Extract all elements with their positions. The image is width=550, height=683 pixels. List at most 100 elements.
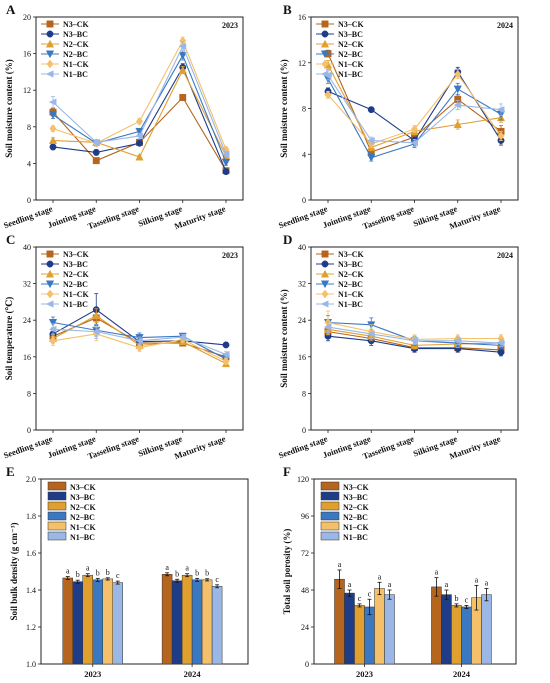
significance-letter: b xyxy=(106,568,110,577)
legend-label: N2–CK xyxy=(338,40,365,49)
year-label: 2023 xyxy=(222,21,238,30)
legend-marker xyxy=(45,280,55,289)
y-tick-label: 32 xyxy=(298,280,306,289)
significance-letter: a xyxy=(165,563,169,572)
legend-label: N1–CK xyxy=(70,523,97,532)
legend-marker xyxy=(45,39,55,48)
bar xyxy=(82,574,93,665)
legend-marker xyxy=(320,280,330,289)
legend-marker xyxy=(46,289,54,299)
bar xyxy=(374,588,385,665)
series-3 xyxy=(323,73,506,162)
legend-marker xyxy=(46,260,54,268)
data-point xyxy=(453,85,462,94)
panel-f: 0 24 48 72 96 120 Total soil porosity (%) 2023 2… xyxy=(282,475,517,679)
y-tick-label: 4 xyxy=(27,159,31,168)
y-tick-label: 32 xyxy=(23,280,31,289)
data-point xyxy=(48,325,57,333)
data-point xyxy=(135,132,143,140)
data-point xyxy=(497,131,505,141)
y-tick-label: 1.6 xyxy=(26,549,36,558)
bar xyxy=(451,605,462,665)
legend-swatch xyxy=(47,491,67,501)
data-point xyxy=(92,157,100,165)
data-point xyxy=(48,98,57,106)
y-tick-label: 0 xyxy=(302,196,306,205)
data-point xyxy=(178,42,187,50)
bar xyxy=(431,586,442,665)
panel-a: 0 4 8 12 16 20 Soil moisture content (%) Seedli… xyxy=(2,13,244,231)
data-point xyxy=(91,328,100,336)
y-tick-label: 8 xyxy=(27,389,31,398)
panel-e: 1.0 1.2 1.4 1.6 1.8 2.0 Soil bulk density (g c… xyxy=(9,475,249,679)
legend-swatch xyxy=(47,481,67,491)
legend-marker xyxy=(45,70,54,78)
data-point xyxy=(221,159,231,167)
x-tick-label: Seedling stage xyxy=(2,433,54,460)
x-tick-label: 2024 xyxy=(453,669,471,679)
significance-letter: a xyxy=(66,566,70,575)
series-5 xyxy=(48,41,230,158)
data-point xyxy=(367,106,375,114)
y-tick-label: 4 xyxy=(302,150,306,159)
year-label: 2024 xyxy=(497,251,513,260)
x-tick-label: Seedling stage xyxy=(2,203,54,230)
legend-label: N3–BC xyxy=(63,260,88,269)
significance-letter: c xyxy=(465,595,469,604)
significance-letter: b xyxy=(195,568,199,577)
data-point xyxy=(453,337,462,345)
legend-swatch xyxy=(47,511,67,521)
data-point xyxy=(324,90,332,100)
y-tick-label: 0 xyxy=(27,426,31,435)
data-point xyxy=(221,150,230,158)
y-axis-label: Soil moisture content (%) xyxy=(279,289,289,388)
significance-letter: c xyxy=(215,575,219,584)
data-point xyxy=(135,343,144,353)
legend-swatch xyxy=(47,521,67,531)
legend-swatch xyxy=(320,481,340,491)
data-point xyxy=(222,341,230,349)
bar xyxy=(102,578,113,665)
legend-label: N3–BC xyxy=(63,30,88,39)
y-tick-label: 8 xyxy=(302,389,306,398)
y-tick-label: 24 xyxy=(301,623,309,632)
x-tick-label: 2023 xyxy=(84,669,101,679)
x-tick-label: Seedling stage xyxy=(277,203,329,230)
legend-label: N3–CK xyxy=(338,250,365,259)
series-5 xyxy=(323,321,505,348)
bar xyxy=(72,581,83,665)
data-point xyxy=(48,319,58,327)
legend-label: N1–BC xyxy=(63,300,88,309)
significance-letter: a xyxy=(485,578,489,587)
legend-label: N2–BC xyxy=(338,50,363,59)
x-tick-label: 2023 xyxy=(356,669,373,679)
data-point xyxy=(410,124,419,134)
panel-letter: E xyxy=(6,464,15,479)
significance-letter: a xyxy=(435,568,439,577)
bar xyxy=(191,579,203,665)
y-tick-label: 12 xyxy=(298,59,306,68)
legend-label: N3–BC xyxy=(338,260,363,269)
legend-label: N1–CK xyxy=(338,290,365,299)
legend-marker xyxy=(46,59,54,69)
y-axis-label: Soil bulk density (g cm⁻³) xyxy=(9,523,19,621)
y-tick-label: 48 xyxy=(301,586,309,595)
data-point xyxy=(454,69,462,79)
significance-letter: a xyxy=(185,564,189,573)
legend-label: N2–CK xyxy=(70,503,97,512)
legend-marker xyxy=(321,250,329,258)
legend-marker xyxy=(320,70,329,78)
legend-label: N1–CK xyxy=(63,60,90,69)
bar xyxy=(384,594,395,665)
data-point xyxy=(135,116,144,126)
legend-label: N1–BC xyxy=(343,533,368,542)
y-tick-label: 16 xyxy=(298,13,306,22)
series-1 xyxy=(49,63,230,176)
series-3: cc xyxy=(364,589,472,665)
legend-label: N1–BC xyxy=(63,70,88,79)
bar xyxy=(441,594,452,665)
panel-d: 0 8 16 24 32 40 Soil moisture content (%) Seedl… xyxy=(277,243,519,461)
data-point xyxy=(48,111,58,120)
